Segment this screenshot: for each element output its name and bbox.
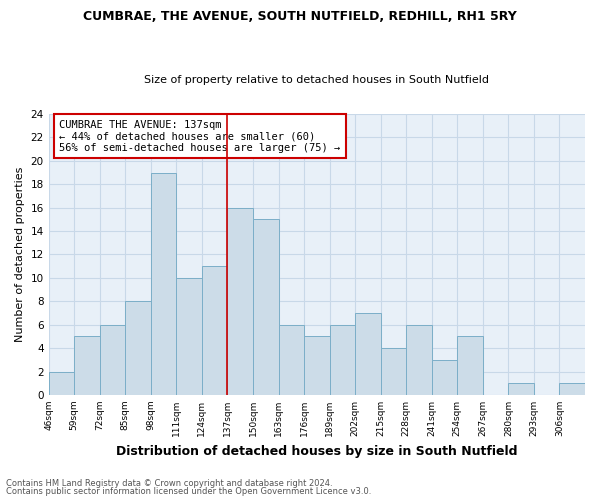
Bar	[457, 336, 483, 395]
Bar	[253, 220, 278, 395]
Bar	[151, 172, 176, 395]
Bar	[355, 313, 380, 395]
Text: CUMBRAE THE AVENUE: 137sqm
← 44% of detached houses are smaller (60)
56% of semi: CUMBRAE THE AVENUE: 137sqm ← 44% of deta…	[59, 120, 341, 153]
Bar	[74, 336, 100, 395]
Text: Contains public sector information licensed under the Open Government Licence v3: Contains public sector information licen…	[6, 487, 371, 496]
Y-axis label: Number of detached properties: Number of detached properties	[15, 167, 25, 342]
Title: Size of property relative to detached houses in South Nutfield: Size of property relative to detached ho…	[145, 76, 490, 86]
Bar	[202, 266, 227, 395]
Bar	[559, 383, 585, 395]
Bar	[278, 324, 304, 395]
Bar	[380, 348, 406, 395]
Bar	[227, 208, 253, 395]
Bar	[49, 372, 74, 395]
Bar	[329, 324, 355, 395]
Bar	[125, 302, 151, 395]
Bar	[100, 324, 125, 395]
Bar	[176, 278, 202, 395]
Bar	[432, 360, 457, 395]
Text: Contains HM Land Registry data © Crown copyright and database right 2024.: Contains HM Land Registry data © Crown c…	[6, 478, 332, 488]
Bar	[508, 383, 534, 395]
X-axis label: Distribution of detached houses by size in South Nutfield: Distribution of detached houses by size …	[116, 444, 518, 458]
Bar	[406, 324, 432, 395]
Bar	[304, 336, 329, 395]
Text: CUMBRAE, THE AVENUE, SOUTH NUTFIELD, REDHILL, RH1 5RY: CUMBRAE, THE AVENUE, SOUTH NUTFIELD, RED…	[83, 10, 517, 23]
